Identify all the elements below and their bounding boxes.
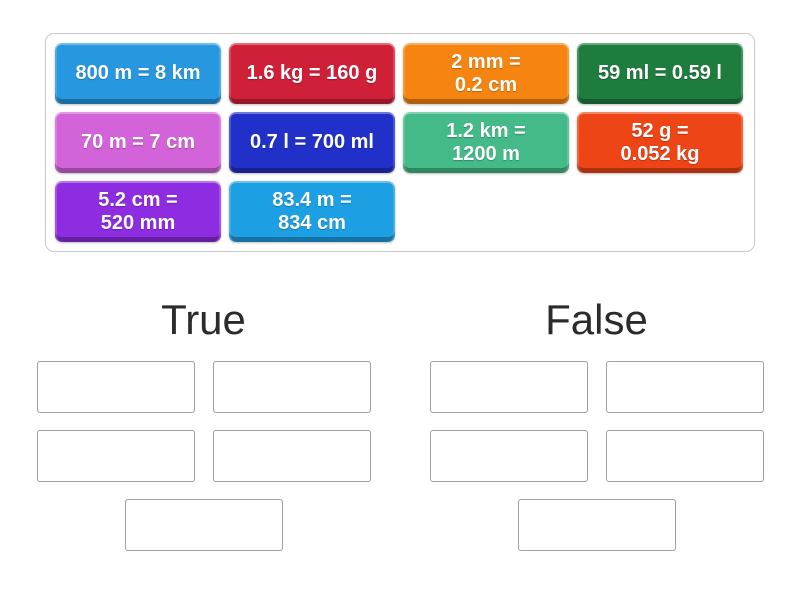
draggable-tile[interactable]: 70 m = 7 cm (55, 112, 221, 173)
tile-label: 59 ml = 0.59 l (598, 62, 722, 85)
drop-slot[interactable] (124, 499, 283, 552)
drop-slot[interactable] (212, 361, 371, 414)
drop-slot[interactable] (429, 430, 588, 483)
tile-tray: 800 m = 8 km 1.6 kg = 160 g 2 mm = 0.2 cm 59… (45, 33, 755, 252)
draggable-tile[interactable]: 59 ml = 0.59 l (577, 43, 743, 104)
drop-slot[interactable] (36, 361, 195, 414)
drop-slot[interactable] (605, 430, 764, 483)
group-false: False (429, 295, 764, 552)
draggable-tile[interactable]: 5.2 cm = 520 mm (55, 181, 221, 242)
group-sort-area: True False (0, 295, 800, 552)
tile-label: 0.7 l = 700 ml (250, 131, 374, 154)
drop-slot[interactable] (605, 361, 764, 414)
tile-label: 1200 m (452, 142, 520, 165)
tile-label: 70 m = 7 cm (81, 131, 195, 154)
tile-label: 1.2 km = (446, 120, 526, 143)
tile-label: 0.052 kg (620, 142, 700, 165)
draggable-tile[interactable]: 0.7 l = 700 ml (229, 112, 395, 173)
tile-label: 52 g = (631, 120, 689, 143)
drop-slot[interactable] (36, 430, 195, 483)
slot-grid-false (429, 361, 764, 552)
drop-slot[interactable] (517, 499, 676, 552)
tile-label: 1.6 kg = 160 g (246, 62, 378, 85)
draggable-tile[interactable]: 1.2 km = 1200 m (403, 112, 569, 173)
draggable-tile[interactable]: 800 m = 8 km (55, 43, 221, 104)
draggable-tile[interactable]: 2 mm = 0.2 cm (403, 43, 569, 104)
group-true: True (36, 295, 371, 552)
tile-label: 5.2 cm = (98, 189, 178, 212)
tile-label: 834 cm (278, 211, 346, 234)
group-header-true: True (161, 296, 246, 343)
tile-label: 0.2 cm (454, 73, 518, 96)
draggable-tile[interactable]: 83.4 m = 834 cm (229, 181, 395, 242)
tile-label: 2 mm = (451, 51, 521, 74)
tile-label: 83.4 m = (272, 189, 352, 212)
group-header-false: False (545, 296, 648, 343)
draggable-tile[interactable]: 1.6 kg = 160 g (229, 43, 395, 104)
slot-grid-true (36, 361, 371, 552)
drop-slot[interactable] (212, 430, 371, 483)
draggable-tile[interactable]: 52 g = 0.052 kg (577, 112, 743, 173)
drop-slot[interactable] (429, 361, 588, 414)
tile-label: 520 mm (100, 211, 176, 234)
tile-label: 800 m = 8 km (75, 62, 201, 85)
